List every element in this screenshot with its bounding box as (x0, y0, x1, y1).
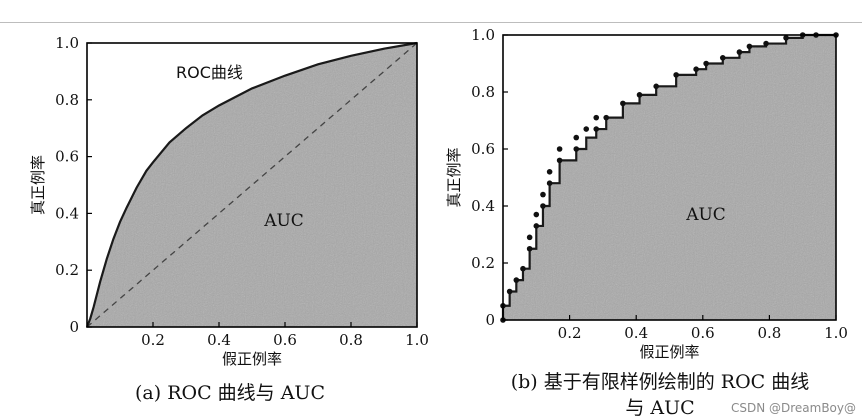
y-tick-label: 1.0 (471, 26, 495, 44)
roc-point (573, 134, 580, 141)
roc-point (603, 114, 610, 121)
figure-caption: (b) 基于有限样例绘制的 ROC 曲线 (511, 371, 810, 393)
top-rule (0, 22, 862, 23)
y-tick-label: 0 (69, 318, 79, 336)
roc-point (573, 146, 580, 152)
roc-point (746, 43, 753, 50)
y-tick-label: 0.2 (55, 261, 79, 279)
x-tick-label: 0.4 (624, 324, 648, 342)
roc-point (556, 146, 563, 152)
y-tick-label: 0.4 (55, 204, 79, 222)
x-axis-label: 假正例率 (222, 350, 282, 368)
y-tick-label: 0.4 (471, 197, 495, 215)
roc-point (526, 234, 533, 241)
roc-curve (85, 41, 418, 328)
x-tick-label: 1.0 (405, 331, 429, 349)
roc-point (719, 55, 726, 61)
roc-point (763, 40, 769, 47)
roc-point (736, 49, 743, 55)
roc-point (513, 277, 520, 283)
watermark: CSDN @DreamBoy@ (730, 401, 856, 415)
roc-point (653, 83, 659, 90)
auc-label: AUC (263, 211, 304, 231)
x-tick-label: 0.8 (339, 331, 363, 349)
plot-frame (86, 42, 418, 328)
roc-point (556, 157, 563, 164)
auc-area (503, 35, 836, 320)
roc-curve (501, 33, 836, 320)
roc-point (540, 203, 546, 209)
roc-point (593, 126, 600, 132)
roc-point (533, 211, 540, 218)
x-tick-label: 0.4 (207, 331, 231, 349)
y-tick-label: 0.6 (471, 140, 495, 158)
roc-point (693, 66, 699, 72)
x-tick-label: 0.2 (141, 331, 165, 349)
x-tick-label: 0.6 (273, 331, 297, 349)
curve-label: ROC曲线 (176, 63, 243, 82)
chart-b: 0 0.2 0.4 0.6 0.8 1.0 0.2 0.4 0.6 0.8 1.0 假正例率 真正例率 A… (445, 26, 848, 418)
roc-point (533, 223, 540, 229)
x-axis-label: 假正例率 (639, 343, 699, 361)
roc-point (583, 126, 590, 132)
roc-point (526, 245, 533, 252)
x-tick-label: 1.0 (824, 324, 848, 342)
roc-point (783, 35, 789, 41)
roc-point (636, 92, 643, 98)
chart-a: 0 0.2 0.4 0.6 0.8 1.0 0.2 0.4 0.6 0.8 1.0 假正例率 真正例率 R… (29, 34, 429, 404)
roc-point (620, 100, 626, 107)
y-tick-label: 0.6 (55, 148, 79, 166)
roc-point (593, 114, 600, 121)
roc-point (546, 180, 553, 186)
figure-caption-line2: 与 AUC (625, 397, 694, 418)
figure-caption: (a) ROC 曲线与 AUC (135, 382, 325, 404)
auc-area (87, 43, 417, 327)
y-tick-label: 0.2 (471, 254, 495, 272)
y-axis-label: 真正例率 (445, 147, 463, 207)
x-tick-label: 0.2 (558, 324, 582, 342)
y-tick-label: 0.8 (471, 83, 495, 101)
roc-point (540, 191, 546, 198)
x-tick-label: 0.8 (757, 324, 781, 342)
y-tick-label: 0.8 (55, 91, 79, 109)
auc-label: AUC (685, 205, 726, 225)
roc-point (703, 60, 709, 67)
y-axis-label: 真正例率 (29, 155, 47, 215)
roc-point (506, 288, 513, 295)
plot-frame (502, 34, 837, 321)
roc-point (673, 72, 679, 78)
y-tick-label: 1.0 (55, 34, 79, 52)
roc-point (546, 169, 553, 175)
x-tick-label: 0.6 (691, 324, 715, 342)
roc-point (520, 265, 526, 272)
y-tick-label: 0 (485, 311, 495, 329)
